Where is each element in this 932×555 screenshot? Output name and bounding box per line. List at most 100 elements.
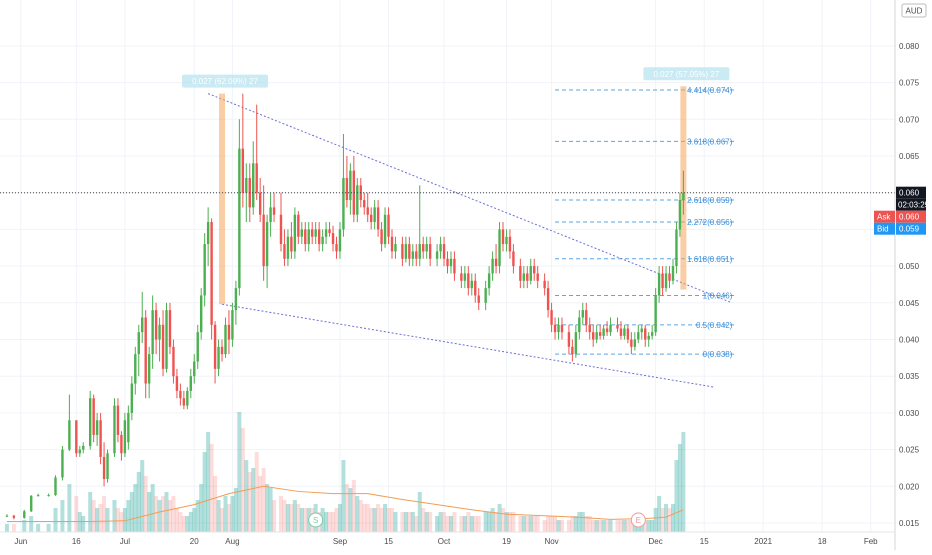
volume-bar bbox=[459, 516, 464, 532]
price-tick-label: 0.045 bbox=[899, 299, 920, 308]
volume-bar bbox=[348, 488, 353, 532]
volume-bar bbox=[230, 496, 235, 532]
measure-bar bbox=[219, 93, 226, 305]
price-tick-label: 0.065 bbox=[899, 152, 920, 161]
candle-body bbox=[373, 207, 376, 223]
falling-wedge-trendlines[interactable] bbox=[207, 93, 733, 388]
candle-body bbox=[179, 390, 182, 399]
candle-body bbox=[494, 258, 498, 267]
candle-body bbox=[508, 236, 512, 252]
candle-body bbox=[349, 170, 352, 201]
candle-body bbox=[356, 185, 359, 215]
volume-bar bbox=[258, 476, 263, 532]
candle-body bbox=[602, 328, 605, 336]
candle-body bbox=[54, 477, 57, 496]
candle-body bbox=[678, 200, 682, 230]
candle-body bbox=[186, 390, 189, 406]
volume-bar bbox=[618, 520, 623, 532]
volume-bar bbox=[546, 516, 551, 532]
bid-value: 0.059 bbox=[899, 225, 920, 234]
price-tick-label: 0.035 bbox=[899, 372, 920, 381]
volume-bar bbox=[209, 444, 214, 532]
candle-body bbox=[484, 288, 487, 303]
candle-body bbox=[36, 495, 40, 497]
candle-body bbox=[650, 332, 654, 336]
volume-bar bbox=[289, 504, 294, 532]
volume-bar bbox=[181, 516, 186, 532]
wedge-lower-line bbox=[221, 303, 715, 388]
measure-label-box bbox=[643, 67, 730, 81]
candle-body bbox=[307, 229, 310, 245]
volume-bar bbox=[657, 496, 662, 532]
volume-bar bbox=[476, 516, 481, 532]
volume-bar bbox=[376, 504, 381, 532]
price-tick-label: 0.025 bbox=[899, 446, 920, 455]
volume-bar bbox=[466, 512, 471, 532]
volume-bar bbox=[140, 460, 145, 532]
event-marker-e bbox=[630, 512, 646, 528]
volume-bar bbox=[98, 504, 103, 532]
candle-body bbox=[172, 346, 175, 377]
volume-ma-line bbox=[6, 485, 684, 523]
time-axis[interactable]: Jun 16 Jul 20 Aug Sep 15 Oct 19 Nov Dec 15 2021 18 Feb bbox=[0, 531, 895, 546]
volume-bar bbox=[553, 516, 558, 532]
candle-body bbox=[408, 244, 411, 259]
volume-bar bbox=[646, 520, 651, 532]
candle-body bbox=[161, 324, 165, 369]
fib-level-label: 1.618(0.051) bbox=[687, 255, 733, 264]
volume-bar bbox=[185, 516, 190, 532]
volume-bar bbox=[643, 520, 648, 532]
fibonacci-extension[interactable]: 4.414(0.074) 3.618(0.067) 2.618(0.059) 2.27… bbox=[555, 86, 736, 359]
volume-bar bbox=[223, 496, 228, 532]
volume-bar bbox=[129, 492, 134, 532]
candle-body bbox=[290, 236, 293, 252]
candle-body bbox=[591, 332, 595, 340]
volume-bar bbox=[171, 496, 176, 532]
volume-bar bbox=[622, 520, 627, 532]
candle-body bbox=[286, 236, 290, 259]
volume-bar bbox=[556, 520, 561, 532]
candle-body bbox=[134, 354, 137, 384]
candle-body bbox=[213, 324, 217, 369]
volume-bar bbox=[268, 488, 273, 532]
volume-bar bbox=[605, 520, 610, 532]
volume-bar bbox=[594, 520, 599, 532]
price-tick-label: 0.030 bbox=[899, 409, 920, 418]
volume-bar bbox=[213, 476, 218, 532]
candle-body bbox=[217, 346, 220, 369]
candle-body bbox=[99, 420, 102, 457]
volume-bar bbox=[559, 520, 564, 532]
candle-body bbox=[241, 148, 245, 193]
candle-body bbox=[585, 310, 588, 325]
volume-bar bbox=[573, 516, 578, 532]
candle-body bbox=[477, 295, 480, 303]
fib-level-label: 0(0.038) bbox=[703, 350, 733, 359]
volume-bar bbox=[549, 516, 554, 532]
candle-body bbox=[269, 207, 272, 223]
candle-body bbox=[154, 310, 158, 340]
candle-body bbox=[193, 361, 196, 377]
volume-bar bbox=[167, 500, 172, 532]
candle-body bbox=[151, 310, 154, 355]
price-axis[interactable]: 0.015 0.020 0.025 0.030 0.035 0.040 0.045 0.050… bbox=[874, 0, 930, 550]
candle-body bbox=[415, 251, 418, 259]
candle-body bbox=[387, 214, 390, 237]
candle-body bbox=[321, 236, 324, 245]
candle-body bbox=[279, 214, 283, 245]
volume-bar bbox=[424, 512, 429, 532]
candle-body bbox=[383, 214, 387, 245]
candle-body bbox=[616, 324, 619, 329]
currency-badge[interactable] bbox=[901, 3, 927, 18]
volume-bar bbox=[414, 516, 419, 532]
candle-body bbox=[446, 258, 449, 267]
candle-body bbox=[300, 229, 304, 237]
volume-bar bbox=[358, 500, 363, 532]
fib-level-label: 2.272(0.056) bbox=[687, 218, 733, 227]
price-tick-label: 0.070 bbox=[899, 115, 920, 124]
last-price-value: 0.060 bbox=[899, 189, 920, 198]
candle-body bbox=[283, 244, 286, 259]
bid-badge bbox=[896, 222, 926, 235]
